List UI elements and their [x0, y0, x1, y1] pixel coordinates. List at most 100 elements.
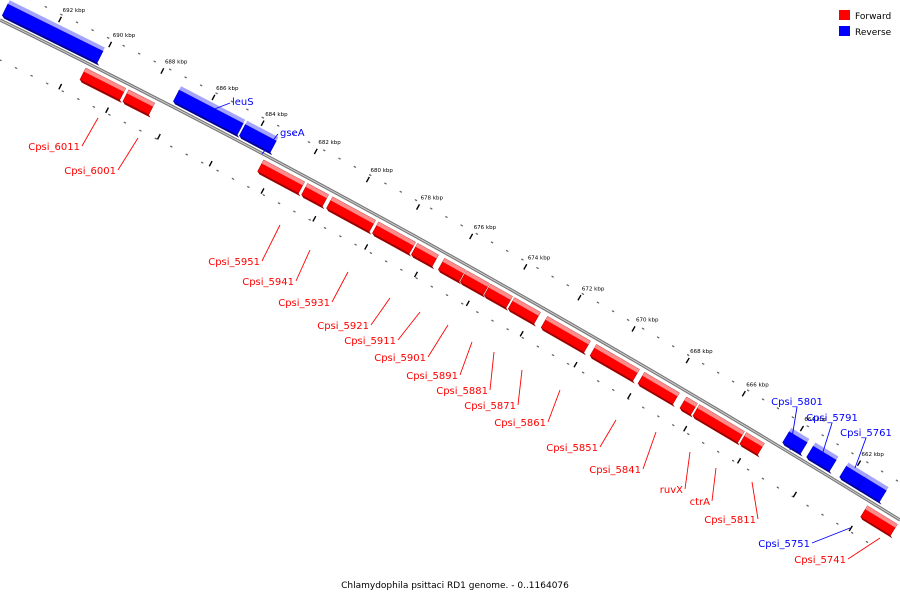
kbp-tick-label: 674 kbp [528, 255, 551, 261]
gene-leader-line [751, 481, 759, 520]
gene-label[interactable]: Cpsi_5951 [208, 257, 260, 268]
gene-highlight [305, 183, 329, 199]
gene-feature[interactable] [79, 67, 127, 103]
minor-tick-mark [573, 361, 578, 368]
backbone-highlight [0, 19, 900, 521]
minor-tick-mark [364, 244, 369, 250]
gene-label[interactable]: Cpsi_6011 [28, 142, 80, 153]
gene-feature[interactable] [326, 196, 376, 235]
gene-label[interactable]: Cpsi_5761 [840, 428, 892, 439]
kbp-tick-label: 662 kbp [861, 452, 884, 458]
gene-feature[interactable] [301, 183, 329, 210]
kbp-tick-mark [631, 325, 636, 332]
minor-tick-mark [58, 83, 63, 90]
gene-label[interactable]: Cpsi_5931 [278, 298, 330, 309]
gene-label[interactable]: Cpsi_5791 [806, 413, 858, 424]
gene-highlight [545, 316, 591, 345]
kbp-tick-label: 664 kbp [804, 417, 827, 423]
gene-label[interactable]: Cpsi_6001 [64, 166, 116, 177]
gene-labels: Cpsi_6011 Cpsi_6001 leuS gseA Cpsi_5951 Cpsi_… [28, 97, 892, 566]
minor-tick-mark [519, 330, 524, 337]
gene-label[interactable]: Cpsi_5861 [494, 418, 546, 429]
kbp-tick-mark [799, 425, 805, 432]
gene-highlight [376, 221, 416, 246]
gene-shadow [372, 233, 412, 257]
genome-caption: Chlamydophila psittaci RD1 genome. - 0..… [341, 581, 569, 591]
gene-feature[interactable] [589, 344, 640, 384]
gene-shadow [411, 254, 435, 270]
gene-label[interactable]: Cpsi_5881 [436, 386, 488, 397]
gene-leader-line [459, 341, 473, 376]
gene-feature[interactable] [507, 297, 541, 327]
gene-feature[interactable] [782, 428, 810, 457]
kbp-tick-label: 688 kbp [165, 60, 188, 66]
gene-feature[interactable] [860, 505, 898, 539]
gene-label[interactable]: ctrA [690, 497, 711, 508]
gene-leader-line [331, 271, 349, 303]
kbp-tick-mark [523, 263, 528, 270]
gene-label[interactable]: Cpsi_5941 [242, 277, 294, 288]
legend-forward-swatch [839, 10, 850, 20]
gene-shadow [326, 208, 372, 235]
gene-shadow [679, 408, 693, 418]
gene-highlight [865, 505, 898, 528]
gene-highlight [697, 404, 745, 435]
kbp-tick-label: 692 kbp [63, 8, 86, 14]
legend-forward-label: Forward [855, 12, 891, 22]
gene-shadow [806, 457, 832, 475]
gene-feature[interactable] [238, 120, 279, 156]
gene-feature[interactable] [679, 396, 698, 418]
gene-label[interactable]: Cpsi_5751 [758, 539, 810, 550]
minor-tick-mark [208, 160, 213, 167]
gene-shadow [589, 355, 635, 384]
gene-highlight [684, 396, 698, 407]
gene-label[interactable]: Cpsi_5921 [317, 321, 369, 332]
gene-label[interactable]: Cpsi_5901 [374, 353, 426, 364]
minor-tick-mark [736, 457, 742, 464]
gene-label[interactable]: Cpsi_5801 [771, 397, 823, 408]
gene-feature[interactable] [692, 404, 745, 446]
gene-leader-line [811, 527, 851, 544]
gene-label[interactable]: Cpsi_5741 [794, 555, 846, 566]
gene-body[interactable] [1, 3, 104, 63]
gene-label[interactable]: Cpsi_5911 [344, 336, 396, 347]
kbp-tick-mark [685, 357, 690, 364]
gene-label[interactable]: Cpsi_5811 [704, 515, 756, 526]
kbp-tick-mark [108, 41, 113, 48]
kbp-tick-mark [211, 94, 216, 101]
gene-feature[interactable] [437, 257, 466, 285]
gene-feature[interactable] [410, 242, 439, 270]
gene-leader-line [821, 422, 833, 456]
gene-label[interactable]: gseA [280, 128, 305, 139]
gene-feature[interactable] [372, 221, 416, 257]
gene-feature[interactable] [459, 270, 490, 298]
kbp-tick-label: 690 kbp [113, 33, 136, 39]
gene-label[interactable]: leuS [232, 97, 254, 108]
gene-highlight [512, 297, 541, 316]
kbp-tick-label: 670 kbp [636, 318, 659, 324]
gene-label[interactable]: Cpsi_5891 [406, 371, 458, 382]
gene-feature[interactable] [857, 473, 889, 505]
gene-feature[interactable] [483, 283, 513, 311]
gene-label[interactable]: Cpsi_5851 [546, 443, 598, 454]
gene-highlight [846, 462, 869, 479]
gene-leader-line [117, 137, 139, 171]
gene-label[interactable]: Cpsi_5871 [464, 401, 516, 412]
gene-label[interactable]: Cpsi_5841 [589, 465, 641, 476]
kbp-tick-mark [260, 120, 265, 127]
genome-backbone [0, 18, 900, 522]
gene-feature[interactable] [806, 442, 839, 475]
gene-feature[interactable] [122, 89, 156, 118]
gene-label[interactable]: ruvX [660, 485, 683, 496]
gene-feature[interactable] [1, 0, 105, 66]
gene-feature[interactable] [637, 371, 680, 408]
gene-highlight [442, 258, 466, 274]
gene-highlight [415, 243, 439, 259]
kbp-ticks: 692 kbp 690 kbp 688 kbp 686 kbp 684 kbp 682 k… [58, 8, 884, 532]
gene-feature[interactable] [540, 315, 591, 356]
gene-feature[interactable] [172, 86, 246, 138]
gene-feature[interactable] [257, 159, 305, 197]
gene-feature[interactable] [739, 432, 765, 458]
